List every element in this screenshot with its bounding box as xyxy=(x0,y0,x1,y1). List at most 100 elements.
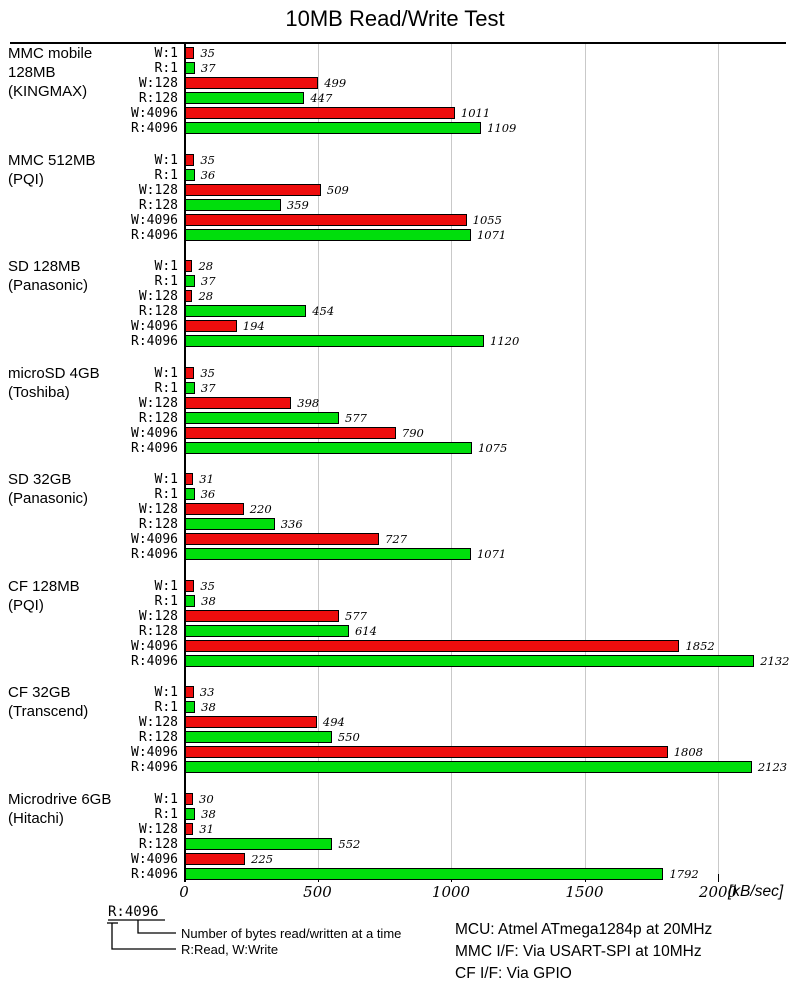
write-bar xyxy=(185,47,195,59)
bar-row-label: R:128 xyxy=(138,410,178,426)
read-bar xyxy=(185,335,485,347)
read-bar xyxy=(185,867,664,880)
bar-row-label: R:1 xyxy=(154,167,178,183)
bar-row-label: W:128 xyxy=(138,182,178,198)
bar-row-label: R:128 xyxy=(138,91,178,106)
read-bar xyxy=(185,654,755,667)
bar-row-label: W:1 xyxy=(154,685,178,700)
group-label-line: (Toshiba) xyxy=(8,383,70,401)
bar-row-label: R:4096 xyxy=(131,227,178,243)
group-label-line: microSD 4GB xyxy=(8,364,100,382)
write-bar xyxy=(185,396,292,409)
bar-row-label: W:128 xyxy=(138,821,178,837)
read-bar xyxy=(185,411,340,424)
footer-mcu-info: MCU: Atmel ATmega1284p at 20MHz xyxy=(455,921,713,938)
read-bar xyxy=(185,731,332,743)
group-label-line: (PQI) xyxy=(8,596,44,614)
bar-row-label: W:128 xyxy=(138,715,178,730)
bar-row-label: R:1 xyxy=(154,274,178,289)
bar-value-label: 336 xyxy=(280,517,303,531)
bar-value-label: 36 xyxy=(200,167,216,182)
group-label-line: MMC mobile xyxy=(8,45,93,62)
footer-cf-if-info: CF I/F: Via GPIO xyxy=(455,965,572,982)
write-bar xyxy=(185,746,668,758)
bar-row-label: R:4096 xyxy=(131,760,178,775)
read-bar xyxy=(185,168,195,181)
bar-value-label: 31 xyxy=(199,821,214,836)
bar-value-label: 28 xyxy=(198,259,214,273)
bar-row-label: R:1 xyxy=(154,593,178,609)
read-bar xyxy=(185,548,471,560)
read-bar xyxy=(185,228,471,241)
bar-row-label: R:4096 xyxy=(131,121,178,136)
bar-row-label: R:128 xyxy=(138,304,178,319)
bar-value-label: 31 xyxy=(199,472,214,486)
read-bar xyxy=(185,92,305,104)
x-axis-tick xyxy=(718,874,719,882)
bar-value-label: 1071 xyxy=(476,227,507,242)
bar-value-label: 225 xyxy=(251,851,274,866)
bar-row-label: R:4096 xyxy=(131,653,178,669)
read-bar xyxy=(185,122,482,134)
bar-value-label: 33 xyxy=(199,685,215,699)
group-label: microSD 4GB (Toshiba) xyxy=(8,364,138,402)
bar-value-label: 37 xyxy=(200,380,216,395)
x-tick-label: 1500 xyxy=(565,883,604,901)
bar-value-label: 38 xyxy=(201,593,216,608)
bar-row-label: W:4096 xyxy=(131,106,178,121)
group-label-line: (Panasonic) xyxy=(8,277,89,294)
bar-row-label: R:1 xyxy=(154,61,178,76)
group-label: CF 32GB (Transcend) xyxy=(8,683,138,721)
legend-rw-note: R:Read, W:Write xyxy=(181,942,279,957)
bar-row-label: R:1 xyxy=(154,700,178,715)
x-tick-label: 0 xyxy=(179,883,189,901)
group-label-line: SD 32GB xyxy=(8,471,72,488)
gridline xyxy=(584,44,586,874)
legend-bytes-note: Number of bytes read/written at a time xyxy=(181,926,402,941)
bar-row-label: R:128 xyxy=(138,623,178,639)
bar-row-label: R:4096 xyxy=(131,866,178,882)
bar-row-label: W:1 xyxy=(154,152,178,168)
write-bar xyxy=(185,579,195,592)
group-label-line: (KINGMAX) xyxy=(8,83,88,100)
bar-row-label: R:128 xyxy=(138,730,178,745)
bar-value-label: 1852 xyxy=(685,638,715,653)
write-bar xyxy=(185,503,244,515)
bar-value-label: 38 xyxy=(201,806,216,821)
bar-row-label: R:1 xyxy=(154,487,178,502)
legend-example-label: R:4096 xyxy=(108,904,159,920)
bar-row-label: W:128 xyxy=(138,502,178,517)
read-bar xyxy=(185,701,196,713)
bar-row-label: R:128 xyxy=(138,517,178,532)
gridline xyxy=(317,44,319,874)
write-bar xyxy=(185,852,246,865)
group-label: MMC mobile 128MB (KINGMAX) xyxy=(8,44,138,101)
write-bar xyxy=(185,366,195,379)
bar-row-label: R:128 xyxy=(138,836,178,852)
bar-row-label: W:128 xyxy=(138,608,178,624)
write-bar xyxy=(185,153,195,166)
group-label-line: (PQI) xyxy=(8,170,44,188)
read-bar xyxy=(185,381,195,394)
bar-value-label: 30 xyxy=(199,791,214,806)
bar-row-label: R:128 xyxy=(138,197,178,213)
write-bar xyxy=(185,716,317,728)
write-bar xyxy=(185,473,194,485)
read-bar xyxy=(185,518,275,530)
write-bar xyxy=(185,290,193,302)
group-label-line: (Panasonic) xyxy=(8,490,89,507)
read-bar xyxy=(185,807,196,820)
write-bar xyxy=(185,426,396,439)
legend-connector-lines xyxy=(107,919,176,950)
bar-value-label: 220 xyxy=(249,502,272,516)
write-bar xyxy=(185,822,194,835)
bar-value-label: 35 xyxy=(200,365,215,380)
read-bar xyxy=(185,441,473,454)
bar-row-label: W:1 xyxy=(154,472,178,487)
bar-value-label: 447 xyxy=(310,91,333,105)
x-tick-label: 500 xyxy=(303,883,332,901)
write-bar xyxy=(185,639,680,652)
write-bar xyxy=(185,320,237,332)
bar-value-label: 577 xyxy=(345,608,367,623)
bar-value-label: 1055 xyxy=(472,212,502,227)
